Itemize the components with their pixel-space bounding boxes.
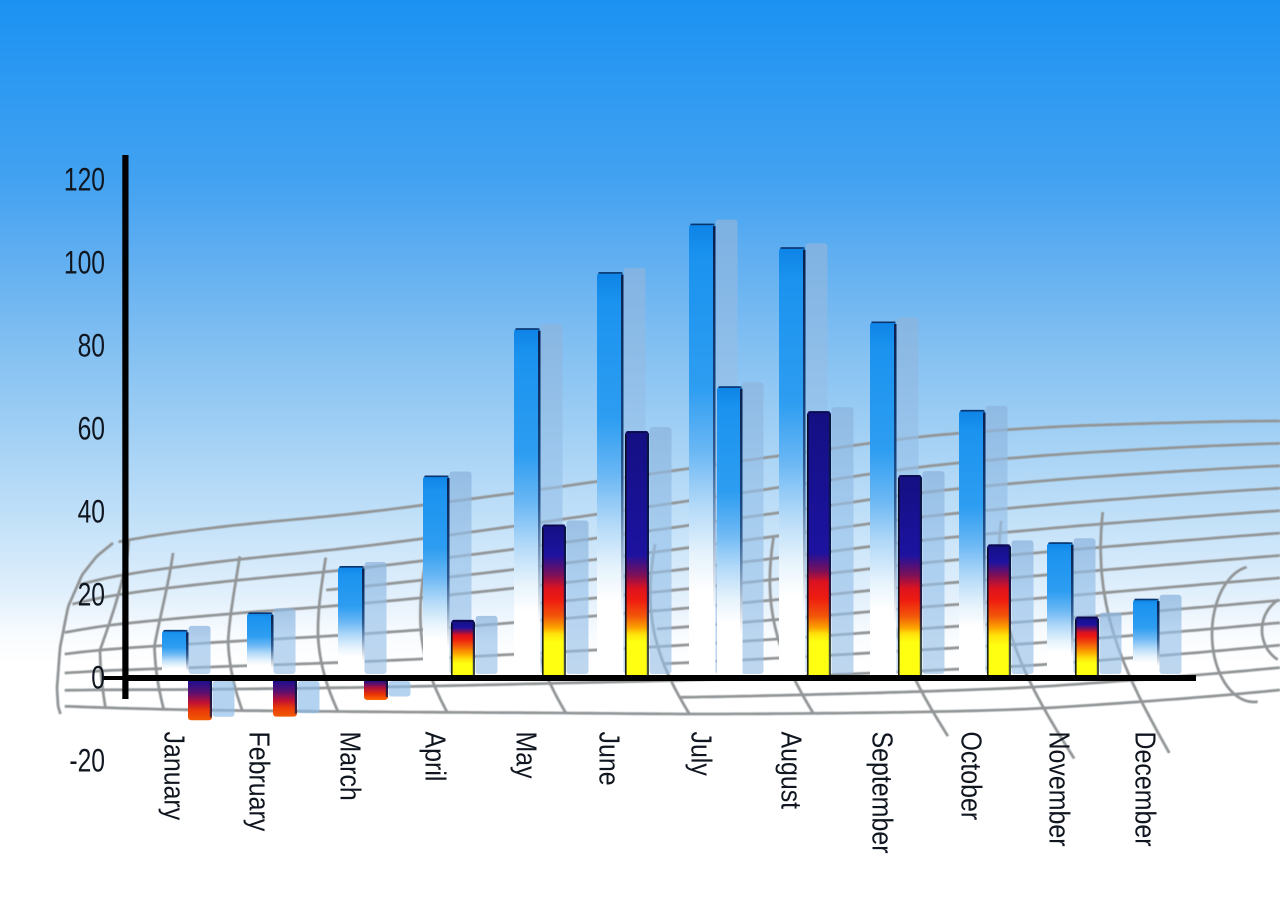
svg-text:March: March [334,732,366,801]
svg-text:December: December [1129,732,1161,847]
svg-text:May: May [510,732,542,780]
svg-text:September: September [866,732,898,854]
svg-text:October: October [955,732,987,821]
svg-text:80: 80 [78,327,105,363]
svg-text:July: July [685,732,717,777]
svg-text:40: 40 [78,493,105,529]
svg-text:February: February [243,732,275,832]
svg-text:June: June [593,732,625,786]
svg-text:-20: -20 [69,742,105,778]
svg-text:August: August [775,732,807,810]
svg-text:January: January [158,732,190,821]
svg-text:60: 60 [78,410,105,446]
svg-text:20: 20 [78,576,105,612]
svg-text:120: 120 [64,161,105,197]
svg-text:100: 100 [64,244,105,280]
svg-text:April: April [419,732,451,782]
svg-text:November: November [1043,732,1075,847]
svg-text:0: 0 [91,659,105,695]
